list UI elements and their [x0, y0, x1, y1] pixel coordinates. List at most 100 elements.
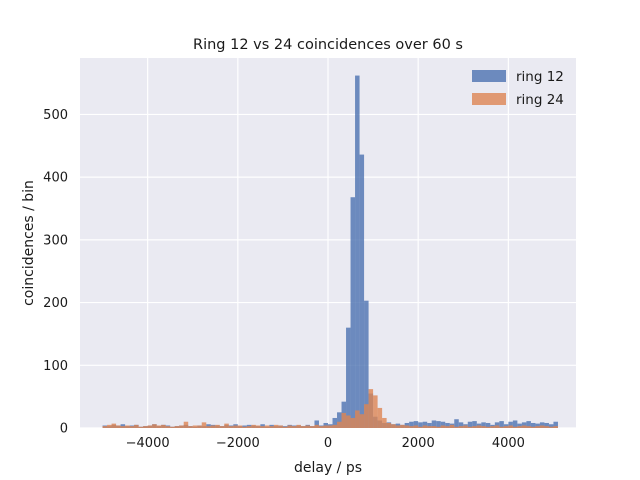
histogram-bar-series-1: [183, 421, 189, 428]
histogram-bar-series-1: [337, 421, 342, 428]
x-axis-label: delay / ps: [294, 460, 362, 476]
histogram-bar-series-1: [449, 424, 455, 428]
y-tick-label: 200: [43, 296, 68, 311]
histogram-bar-series-1: [463, 425, 468, 428]
histogram-bar-series-0: [350, 197, 356, 428]
histogram-bar-series-1: [210, 425, 216, 428]
histogram-bar-series-1: [323, 425, 328, 428]
x-tick-label: 2000: [402, 436, 435, 451]
x-tick-label: −2000: [216, 436, 260, 451]
histogram-bar-series-1: [129, 426, 135, 428]
histogram-bar-series-1: [260, 426, 265, 428]
histogram-bar-series-1: [458, 426, 464, 428]
histogram-bar-series-0: [458, 422, 464, 428]
y-tick-label: 300: [43, 233, 68, 248]
histogram-bar-series-1: [318, 426, 324, 428]
histogram-bar-series-1: [314, 424, 319, 428]
histogram-bar-series-1: [481, 426, 486, 428]
histogram-bar-series-1: [179, 425, 184, 428]
histogram-bar-series-0: [526, 421, 531, 428]
histogram-bar-series-0: [427, 422, 432, 428]
histogram-bar-series-0: [337, 412, 342, 428]
histogram-bar-series-1: [143, 426, 148, 428]
histogram-bar-series-1: [201, 422, 207, 428]
histogram-bar-series-0: [517, 423, 522, 428]
histogram-bar-series-1: [147, 425, 153, 428]
histogram-bar-series-1: [102, 426, 108, 428]
histogram-bar-series-0: [454, 419, 459, 428]
histogram-bar-series-0: [445, 422, 450, 428]
histogram-bar-series-1: [278, 425, 283, 428]
histogram-bar-series-1: [291, 426, 297, 428]
x-tick-label: 0: [324, 436, 332, 451]
histogram-bar-series-1: [395, 425, 401, 428]
histogram-bar-series-1: [228, 426, 234, 428]
histogram-bar-series-0: [548, 424, 554, 428]
histogram-bar-series-0: [481, 422, 486, 428]
histogram-bar-series-1: [440, 425, 446, 428]
histogram-bar-series-1: [305, 425, 310, 428]
histogram-bar-series-1: [382, 417, 387, 428]
histogram-bar-series-0: [409, 421, 414, 428]
histogram-bar-series-1: [467, 426, 473, 428]
histogram-bar-series-1: [197, 425, 202, 428]
histogram-bar-series-1: [535, 426, 540, 428]
histogram-bar-series-1: [174, 426, 180, 428]
histogram-bar-series-1: [431, 426, 437, 428]
histogram-bar-series-0: [512, 420, 518, 428]
histogram-bars: [102, 75, 558, 428]
legend-label-ring-12: ring 12: [516, 69, 564, 85]
chart-title: Ring 12 vs 24 coincidences over 60 s: [193, 37, 463, 53]
histogram-bar-series-0: [499, 421, 504, 428]
legend-label-ring-24: ring 24: [516, 92, 564, 108]
histogram-bar-series-1: [517, 426, 522, 428]
histogram-bar-series-0: [535, 423, 540, 428]
histogram-bar-series-1: [111, 423, 117, 428]
legend-swatch-ring-24: [472, 93, 506, 105]
histogram-bar-series-1: [255, 425, 261, 428]
histogram-bar-series-0: [440, 421, 446, 428]
histogram-bar-series-1: [553, 426, 558, 428]
histogram-bar-series-1: [503, 426, 509, 428]
histogram-bar-series-1: [125, 425, 130, 428]
x-tick-label: −4000: [126, 436, 170, 451]
histogram-bar-series-0: [359, 154, 365, 428]
histogram-bar-series-1: [346, 415, 351, 428]
histogram-bar-series-1: [269, 426, 274, 428]
y-tick-label: 400: [43, 171, 68, 186]
histogram-bar-series-1: [485, 426, 491, 428]
histogram-bar-series-1: [413, 425, 419, 428]
histogram-bar-series-1: [242, 426, 247, 428]
histogram-bar-series-1: [188, 426, 193, 428]
histogram-bar-series-1: [476, 425, 482, 428]
histogram-bar-series-1: [422, 425, 428, 428]
legend: ring 12 ring 24: [472, 69, 564, 108]
histogram-bar-series-0: [494, 422, 500, 428]
histogram-bar-series-1: [350, 417, 356, 428]
histogram-bar-series-1: [544, 426, 549, 428]
histogram-bar-series-0: [364, 300, 369, 428]
histogram-bar-series-1: [134, 424, 139, 428]
histogram-bar-series-1: [300, 426, 306, 428]
histogram-bar-series-1: [404, 425, 410, 428]
histogram-bar-series-1: [409, 426, 414, 428]
histogram-bar-series-1: [264, 425, 270, 428]
histogram-bar-series-1: [368, 389, 374, 428]
histogram-bar-series-0: [332, 417, 338, 428]
histogram-bar-series-1: [341, 412, 347, 428]
histogram-bar-series-1: [273, 424, 279, 428]
histogram-bar-series-0: [485, 422, 491, 428]
histogram-bar-series-1: [328, 425, 333, 428]
histogram-bar-series-0: [418, 422, 423, 428]
histogram-bar-series-0: [544, 422, 549, 428]
x-tick-labels: −4000 −2000 0 2000 4000: [126, 436, 525, 451]
histogram-bar-series-1: [400, 424, 405, 428]
y-tick-label: 0: [60, 422, 68, 437]
histogram-bar-series-1: [237, 425, 243, 428]
histogram-bar-series-1: [436, 426, 441, 428]
histogram-bar-series-0: [521, 422, 527, 428]
histogram-bar-series-1: [427, 426, 432, 428]
histogram-bar-series-1: [499, 426, 504, 428]
histogram-bar-series-1: [521, 425, 527, 428]
histogram-bar-series-1: [454, 426, 459, 428]
